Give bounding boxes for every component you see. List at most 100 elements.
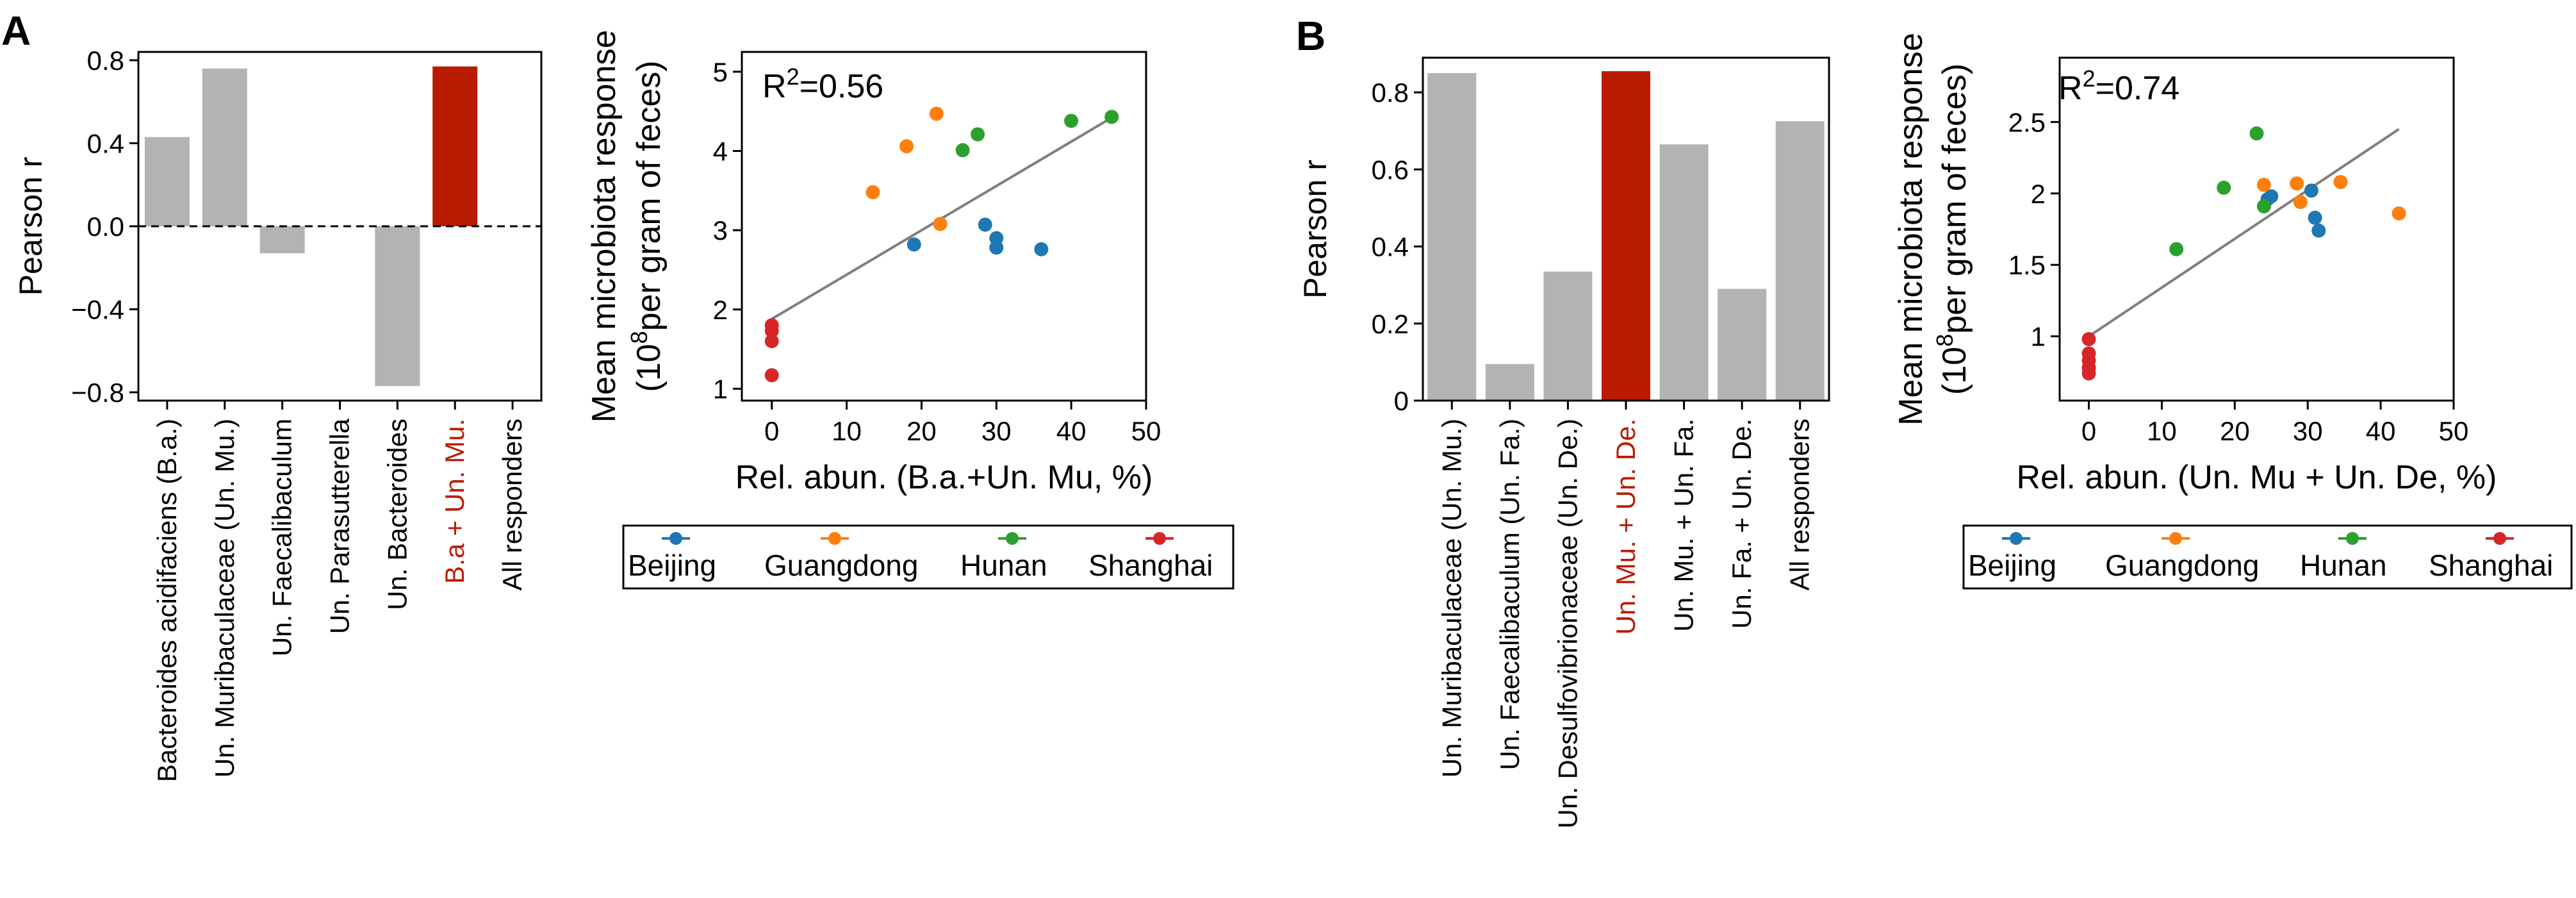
x-tick-label: 0 bbox=[764, 416, 779, 446]
category-label: B.a + Un. Mu. bbox=[439, 419, 470, 584]
plot-frame bbox=[741, 51, 1147, 402]
data-point-hunan bbox=[2249, 126, 2264, 141]
y-tick-label: 0.8 bbox=[87, 46, 124, 76]
data-point-hunan bbox=[1064, 113, 1079, 128]
data-point-guangdong bbox=[2391, 206, 2406, 220]
bar bbox=[1485, 363, 1534, 401]
y-tick-label: 2 bbox=[2031, 179, 2046, 209]
y-tick-label: −0.8 bbox=[71, 378, 124, 408]
units-suffix: per gram of feces) bbox=[1936, 63, 1973, 334]
data-point-hunan bbox=[2256, 199, 2271, 213]
bar-chart-b: 0 0.2 0.4 0.6 0.8 Un. Muribaculaceae (Un. Mu.… bbox=[1297, 56, 1830, 829]
legend-marker bbox=[2493, 532, 2506, 545]
category-label: Un. Muribaculaceae (Un. Mu.) bbox=[1436, 419, 1466, 777]
x-tick-label: 30 bbox=[2293, 416, 2323, 446]
y-axis-label-units: (108per gram of feces) bbox=[626, 60, 668, 392]
category-label: Bacteroides acidifaciens (B.a.) bbox=[152, 419, 182, 782]
data-point-beijing bbox=[978, 217, 992, 232]
units-prefix: (10 bbox=[630, 344, 668, 392]
data-point-guangdong bbox=[933, 217, 948, 231]
y-tick-label: 0.0 bbox=[87, 212, 124, 242]
category-label: Un. Mu. + Un. Fa. bbox=[1669, 419, 1699, 632]
data-point-hunan bbox=[2169, 242, 2184, 256]
legend: Beijing Guangdong Hunan Shanghai bbox=[622, 524, 1235, 590]
r-squared-annotation: R2=0.74 bbox=[2058, 65, 2179, 107]
x-tick-label: 20 bbox=[2220, 416, 2250, 446]
x-tick-label: 40 bbox=[1056, 416, 1087, 446]
category-label: Un. Faecalibaculum (Un. Fa.) bbox=[1495, 419, 1525, 770]
data-point-beijing bbox=[2308, 210, 2322, 225]
data-point-guangdong bbox=[2256, 178, 2271, 192]
category-label: All responders bbox=[1785, 419, 1815, 590]
panel-label-b: B bbox=[1296, 13, 1325, 59]
x-tick-label: 20 bbox=[907, 416, 937, 446]
y-tick-label: −0.4 bbox=[71, 295, 124, 325]
data-point-guangdong bbox=[866, 185, 880, 199]
y-tick-label: 1.5 bbox=[2008, 250, 2046, 280]
bar bbox=[1659, 144, 1709, 401]
y-tick-label: 4 bbox=[713, 137, 728, 167]
data-point-beijing bbox=[907, 237, 921, 252]
data-point-guangdong bbox=[899, 139, 914, 154]
annotation-superscript: 2 bbox=[2083, 65, 2096, 92]
legend-label: Shanghai bbox=[2429, 549, 2553, 582]
legend-label: Shanghai bbox=[1088, 549, 1213, 582]
y-tick-label: 2.5 bbox=[2008, 107, 2046, 137]
annotation-value: =0.74 bbox=[2096, 70, 2180, 107]
y-tick-label: 0.4 bbox=[1372, 232, 1409, 262]
legend-label: Beijing bbox=[628, 549, 716, 582]
bar-chart-a: −0.8 −0.4 0.0 0.4 0.8 Bacteroides acidifacien… bbox=[13, 46, 543, 782]
legend-marker bbox=[669, 532, 682, 545]
bar bbox=[375, 226, 420, 387]
y-tick-label: 0.2 bbox=[1372, 309, 1409, 339]
bar bbox=[1718, 288, 1767, 401]
y-tick-label: 5 bbox=[713, 57, 728, 87]
legend-label: Guangdong bbox=[764, 549, 918, 582]
category-label: All responders bbox=[497, 419, 527, 590]
legend-label: Beijing bbox=[1968, 549, 2056, 582]
legend-box bbox=[1962, 524, 2573, 590]
y-axis-label: Mean microbiota response bbox=[1892, 33, 1930, 426]
x-tick-label: 10 bbox=[2147, 416, 2177, 446]
annotation-prefix: R bbox=[762, 68, 787, 105]
data-point-hunan bbox=[955, 143, 970, 158]
bar bbox=[1427, 73, 1477, 401]
annotation-value: =0.56 bbox=[800, 68, 884, 105]
category-label: Un. Mu. + Un. De. bbox=[1611, 419, 1641, 635]
bar bbox=[144, 137, 190, 226]
data-point-guangdong bbox=[2293, 195, 2308, 210]
legend: Beijing Guangdong Hunan Shanghai bbox=[1962, 524, 2573, 590]
y-tick-label: 1 bbox=[2031, 322, 2046, 352]
bar bbox=[1602, 71, 1650, 401]
category-label: Un. Desulfovibrionaceae (Un. De.) bbox=[1552, 419, 1582, 829]
data-point-shanghai bbox=[764, 324, 779, 338]
category-label: Un. Fa. + Un. De. bbox=[1727, 419, 1757, 629]
plot-frame bbox=[2058, 56, 2455, 402]
data-point-beijing bbox=[2304, 183, 2318, 198]
x-tick-label: 30 bbox=[981, 416, 1012, 446]
legend-marker bbox=[1153, 532, 1166, 545]
legend-marker bbox=[2169, 532, 2182, 545]
data-point-beijing bbox=[2311, 223, 2326, 238]
legend-box bbox=[622, 524, 1235, 590]
bar bbox=[432, 66, 478, 227]
data-point-shanghai bbox=[764, 334, 779, 349]
y-axis-label: Mean microbiota response bbox=[586, 30, 623, 423]
data-point-guangdong bbox=[2290, 176, 2304, 191]
y-tick-label: 2 bbox=[713, 295, 728, 325]
x-tick-label: 50 bbox=[1131, 416, 1161, 446]
x-tick-label: 40 bbox=[2366, 416, 2396, 446]
y-tick-label: 0.8 bbox=[1372, 78, 1409, 108]
y-tick-label: 0 bbox=[1394, 386, 1409, 416]
units-superscript: 8 bbox=[1932, 334, 1958, 347]
y-tick-label: 0.6 bbox=[1372, 154, 1409, 185]
data-point-hunan bbox=[2217, 180, 2231, 195]
category-label: Un. Parasutterella bbox=[325, 418, 355, 634]
panel-label-a: A bbox=[1, 8, 31, 54]
data-point-guangdong bbox=[2333, 174, 2348, 189]
bar bbox=[1775, 121, 1825, 401]
y-axis-label: Pearson r bbox=[1297, 160, 1333, 299]
